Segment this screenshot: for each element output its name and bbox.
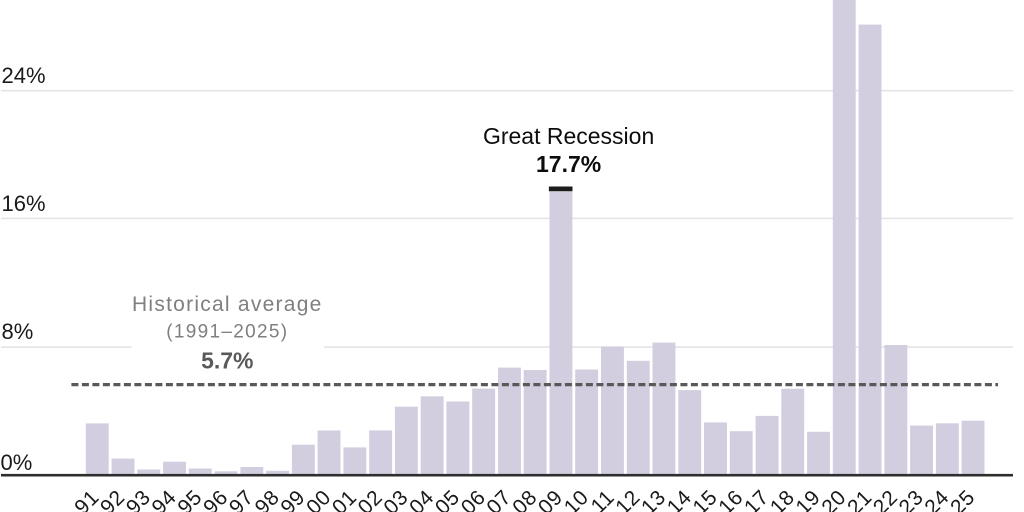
svg-text:22: 22 <box>869 486 902 512</box>
svg-text:04: 04 <box>405 486 438 512</box>
svg-text:24: 24 <box>920 486 953 512</box>
svg-text:97: 97 <box>225 486 258 512</box>
svg-text:16: 16 <box>714 486 747 512</box>
svg-text:5.7%: 5.7% <box>201 348 253 374</box>
svg-text:02: 02 <box>354 486 387 512</box>
svg-text:00: 00 <box>302 486 335 512</box>
svg-text:05: 05 <box>431 486 464 512</box>
svg-text:95: 95 <box>173 486 206 512</box>
svg-text:8%: 8% <box>2 319 34 344</box>
svg-text:10: 10 <box>560 486 593 512</box>
svg-text:20: 20 <box>817 486 850 512</box>
svg-text:(1991–2025): (1991–2025) <box>166 322 288 343</box>
svg-text:07: 07 <box>482 486 515 512</box>
svg-text:94: 94 <box>148 486 181 512</box>
svg-text:09: 09 <box>534 486 567 512</box>
svg-text:16%: 16% <box>2 191 46 216</box>
svg-text:14: 14 <box>663 486 696 512</box>
svg-text:Historical average: Historical average <box>132 293 323 316</box>
svg-text:Great Recession: Great Recession <box>483 123 654 149</box>
svg-text:17: 17 <box>740 486 773 512</box>
svg-text:92: 92 <box>96 486 129 512</box>
svg-text:91: 91 <box>70 486 103 512</box>
svg-text:99: 99 <box>276 486 309 512</box>
svg-text:12: 12 <box>611 486 644 512</box>
svg-text:19: 19 <box>792 486 825 512</box>
svg-text:24%: 24% <box>2 63 46 88</box>
svg-text:17.7%: 17.7% <box>536 151 601 177</box>
svg-text:0%: 0% <box>1 450 33 475</box>
svg-text:25: 25 <box>946 486 979 512</box>
